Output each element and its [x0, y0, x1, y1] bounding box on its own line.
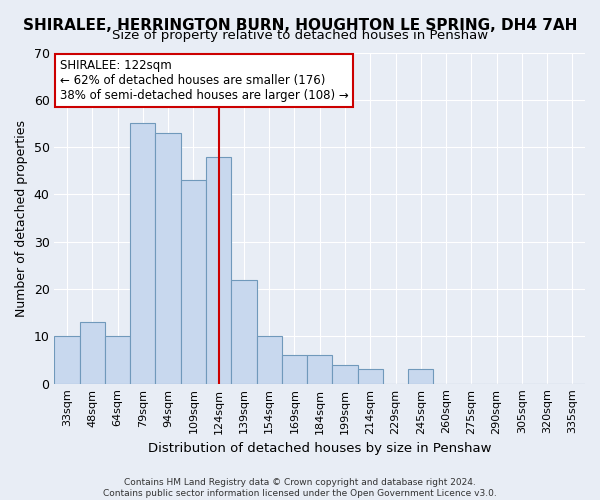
Bar — [80, 322, 105, 384]
Bar — [282, 356, 307, 384]
Bar — [181, 180, 206, 384]
Bar — [206, 156, 231, 384]
Bar — [231, 280, 257, 384]
Bar — [358, 370, 383, 384]
Bar — [130, 124, 155, 384]
Bar — [332, 365, 358, 384]
Bar — [307, 356, 332, 384]
Bar — [55, 336, 80, 384]
Y-axis label: Number of detached properties: Number of detached properties — [15, 120, 28, 316]
X-axis label: Distribution of detached houses by size in Penshaw: Distribution of detached houses by size … — [148, 442, 491, 455]
Text: Size of property relative to detached houses in Penshaw: Size of property relative to detached ho… — [112, 29, 488, 42]
Text: SHIRALEE: 122sqm
← 62% of detached houses are smaller (176)
38% of semi-detached: SHIRALEE: 122sqm ← 62% of detached house… — [60, 59, 349, 102]
Text: Contains HM Land Registry data © Crown copyright and database right 2024.
Contai: Contains HM Land Registry data © Crown c… — [103, 478, 497, 498]
Bar — [408, 370, 433, 384]
Bar — [105, 336, 130, 384]
Bar — [257, 336, 282, 384]
Text: SHIRALEE, HERRINGTON BURN, HOUGHTON LE SPRING, DH4 7AH: SHIRALEE, HERRINGTON BURN, HOUGHTON LE S… — [23, 18, 577, 32]
Bar — [155, 133, 181, 384]
